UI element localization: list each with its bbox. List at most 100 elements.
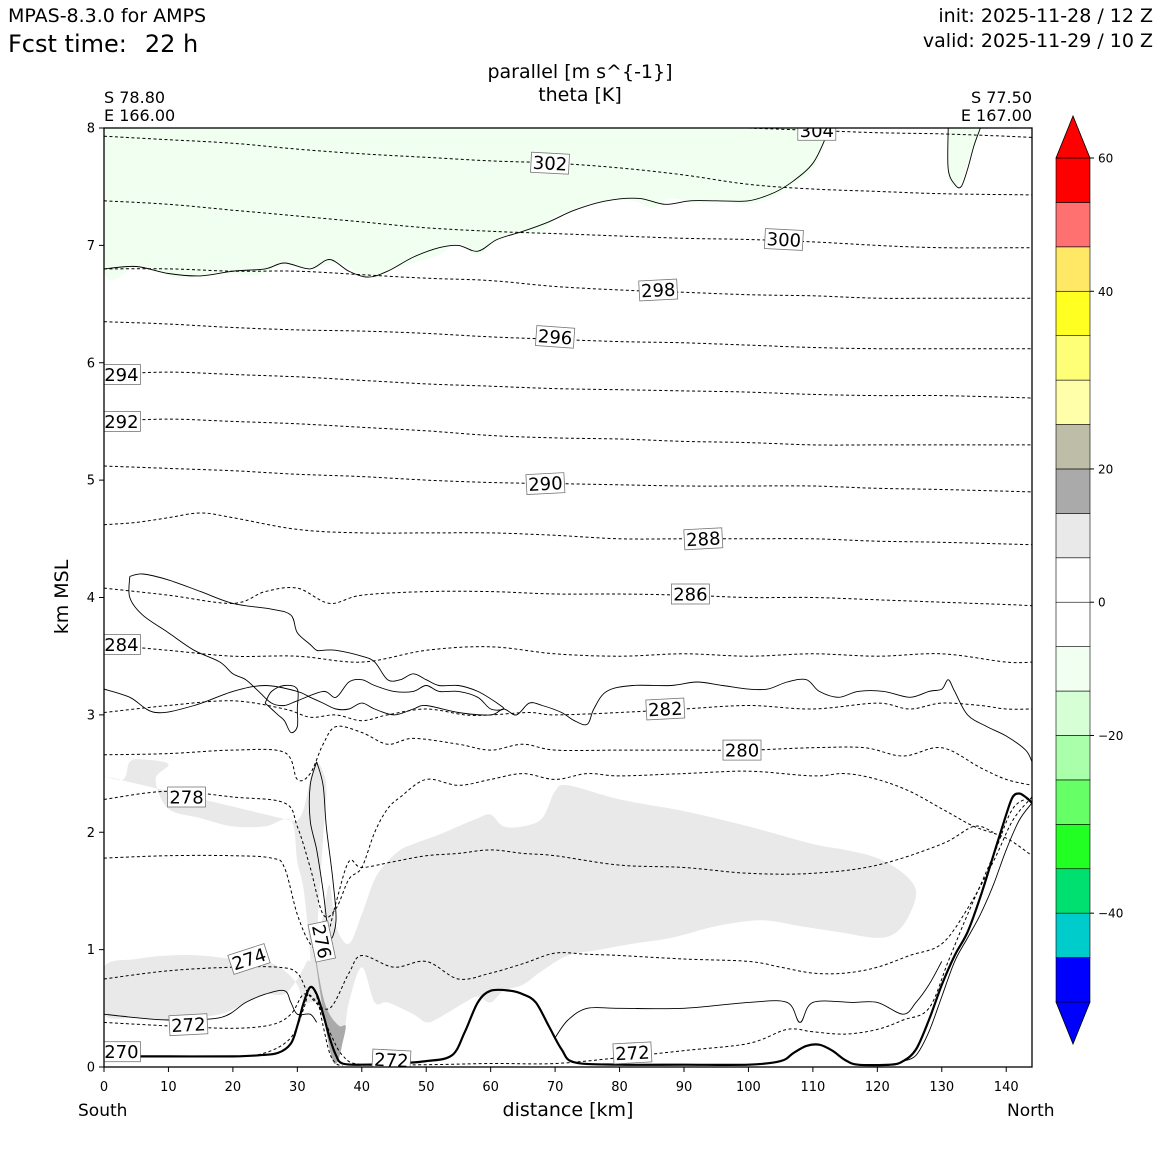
init-time: init: 2025-11-28 / 12 Z: [938, 5, 1153, 27]
x-tick-label: 120: [865, 1080, 890, 1095]
theta-label-box: [168, 1013, 209, 1037]
colorbar-segment: [1055, 424, 1091, 470]
theta-label-box: [612, 1041, 653, 1065]
x-axis-label: distance [km]: [502, 1099, 634, 1121]
colorbar-segment: [1055, 779, 1091, 825]
x-tick-label: 90: [676, 1080, 693, 1095]
valid-time: valid: 2025-11-29 / 10 Z: [922, 30, 1153, 52]
theta-label-box: [167, 786, 206, 808]
theta-label-box: [104, 634, 141, 655]
y-tick-label: 3: [87, 708, 95, 723]
colorbar-segment: [1055, 912, 1091, 958]
theta-label-group: 272: [612, 1041, 653, 1066]
x-tick-label: 10: [160, 1080, 177, 1095]
theta-label-group: 292: [104, 410, 141, 433]
colorbar-extend-min: [1055, 1001, 1091, 1046]
theta-label-group: 272: [371, 1048, 412, 1067]
y-tick-label: 7: [87, 239, 95, 254]
theta-contour-294: [104, 371, 1032, 399]
colorbar-segment: [1055, 379, 1091, 425]
y-tick-label: 6: [87, 356, 95, 371]
colorbar-segment: [1055, 690, 1091, 736]
theta-label-box: [104, 364, 141, 385]
x-tick-label: 110: [800, 1080, 825, 1095]
terrain-line: [104, 792, 1032, 1067]
theta-label-group: 290: [525, 472, 566, 496]
theta-label-box: [227, 943, 271, 975]
theta-label-box: [638, 278, 679, 302]
theta-contour-274: [104, 796, 1032, 1010]
y-tick-label: 8: [87, 122, 95, 137]
theta-label-box: [645, 697, 686, 721]
wind-contour-zero-upper-right: [947, 128, 981, 189]
y-tick-label: 0: [87, 1061, 95, 1076]
colorbar-segment: [1055, 202, 1091, 248]
colorbar-segment: [1055, 957, 1091, 1003]
theta-label-box: [535, 325, 576, 349]
filled-pos-jet-lower: [104, 759, 917, 1039]
theta-label: 296: [537, 326, 573, 349]
theta-label-group: 298: [638, 278, 679, 303]
y-tick-label: 4: [87, 591, 95, 606]
theta-label: 272: [171, 1014, 206, 1037]
chart-title: parallel [m s^{-1}]: [487, 61, 673, 83]
colorbar-tick-label: −20: [1098, 729, 1123, 743]
colorbar-tick-label: 0: [1098, 596, 1106, 610]
theta-label-group: 296: [535, 325, 576, 350]
x-tick-label: 80: [611, 1080, 628, 1095]
south-label: South: [78, 1101, 128, 1121]
start-lat: S 78.80: [104, 88, 166, 107]
theta-label: 280: [725, 741, 759, 762]
theta-contour-282: [104, 700, 1032, 722]
theta-label-group: 270: [104, 1041, 141, 1063]
theta-label-group: 282: [645, 697, 686, 721]
colorbar-segment: [1055, 290, 1091, 336]
forecast-time-label: Fcst time:: [8, 30, 127, 58]
y-axis-label: km MSL: [51, 559, 73, 635]
start-point-label: S 78.80 E 166.00: [104, 89, 175, 125]
theta-label-group: 280: [722, 739, 762, 762]
theta-contour-286: [104, 586, 1032, 607]
theta-label: 292: [104, 412, 138, 433]
x-tick-label: 100: [736, 1080, 761, 1095]
theta-label: 288: [686, 528, 721, 551]
chart-subtitle: theta [K]: [538, 84, 622, 106]
x-tick-label: 70: [547, 1080, 564, 1095]
theta-label-box: [307, 920, 337, 963]
theta-label: 278: [169, 788, 203, 809]
theta-label: 304: [800, 121, 834, 142]
theta-label-group: 288: [683, 527, 724, 551]
wind-contour-zero-mid: [104, 678, 1032, 763]
x-tick-label: 40: [354, 1080, 371, 1095]
theta-contour-290: [104, 465, 1032, 493]
x-tick-label: 0: [100, 1080, 108, 1095]
theta-label-group: 284: [104, 634, 141, 656]
theta-label-box: [104, 1041, 141, 1063]
colorbar-segment: [1055, 335, 1091, 381]
theta-label-group: 272: [168, 1013, 209, 1037]
theta-label-group: 302: [530, 151, 570, 176]
theta-label: 272: [615, 1043, 650, 1066]
wind-contour-zero-lobe: [128, 573, 505, 711]
end-lat: S 77.50: [970, 88, 1032, 107]
theta-label: 298: [641, 280, 676, 303]
theta-label-group: 304: [797, 121, 837, 142]
colorbar-segment: [1055, 735, 1091, 781]
theta-contour-288: [104, 512, 1032, 546]
forecast-time: Fcst time: 22 h: [8, 30, 198, 58]
colorbar-segment: [1055, 646, 1091, 692]
y-tick-label: 2: [87, 826, 95, 841]
x-tick-label: 60: [482, 1080, 499, 1095]
theta-label-box: [671, 583, 710, 605]
theta-label: 302: [532, 153, 567, 176]
theta-contour-284: [104, 644, 1032, 664]
theta-contour-278: [104, 770, 1032, 918]
forecast-time-value: 22 h: [144, 30, 199, 58]
theta-label: 284: [104, 635, 138, 656]
y-tick-label: 5: [87, 474, 95, 489]
x-tick-label: 130: [929, 1080, 954, 1095]
x-tick-label: 50: [418, 1080, 435, 1095]
theta-label-box: [371, 1048, 412, 1067]
